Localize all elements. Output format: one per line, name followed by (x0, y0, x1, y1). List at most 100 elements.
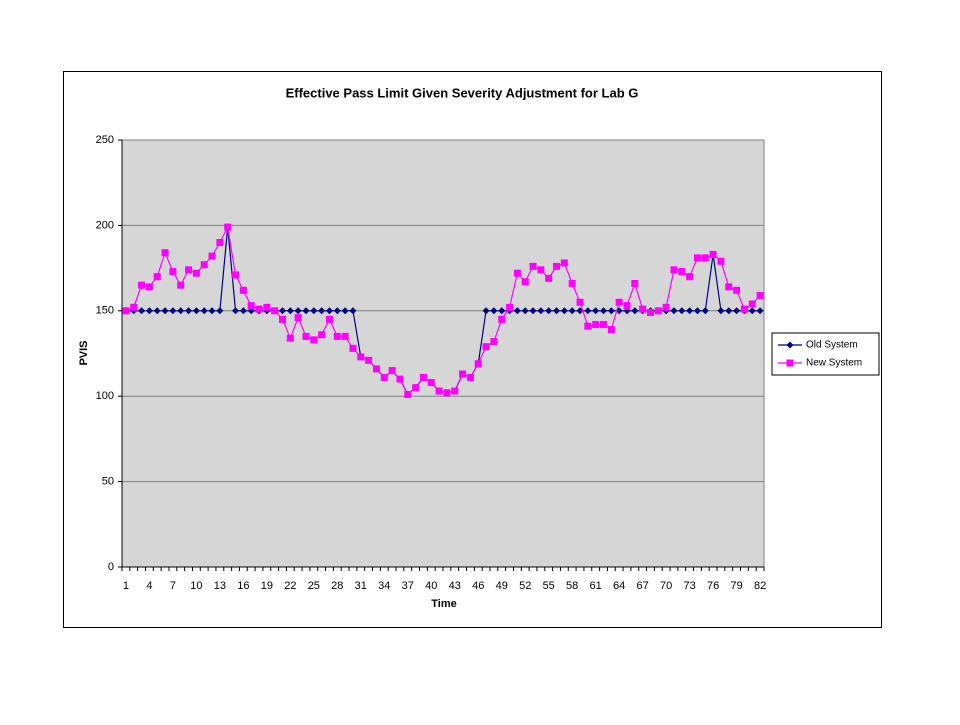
x-tick-label: 16 (237, 580, 249, 592)
x-tick-label: 13 (214, 580, 226, 592)
data-point (349, 307, 357, 315)
data-point (733, 307, 741, 315)
data-point (200, 307, 208, 315)
data-point (357, 353, 365, 361)
x-tick-label: 64 (613, 580, 625, 592)
data-point (537, 266, 545, 274)
x-tick-label: 4 (146, 580, 152, 592)
data-point (333, 332, 341, 340)
data-point (208, 252, 216, 260)
data-point (286, 307, 294, 315)
data-point (325, 307, 333, 315)
data-point (725, 283, 733, 291)
data-point (349, 344, 357, 352)
data-point (224, 223, 232, 231)
data-point (701, 307, 709, 315)
data-point (592, 320, 600, 328)
x-tick-label: 79 (730, 580, 742, 592)
data-point (239, 307, 247, 315)
data-point (678, 307, 686, 315)
data-point (513, 307, 521, 315)
data-point (192, 269, 200, 277)
data-point (380, 373, 388, 381)
data-point (600, 307, 607, 315)
x-tick-label: 73 (683, 580, 695, 592)
data-point (693, 307, 701, 315)
x-tick-label: 49 (496, 580, 508, 592)
chart-title: Effective Pass Limit Given Severity Adju… (286, 85, 639, 100)
data-point (686, 273, 694, 281)
data-point (247, 302, 255, 310)
data-point (318, 307, 326, 315)
data-point (717, 257, 725, 265)
x-tick-label: 76 (707, 580, 719, 592)
x-axis-title: Time (431, 598, 456, 610)
data-point (631, 307, 639, 315)
data-point (216, 307, 224, 315)
data-point (459, 370, 467, 378)
data-point (670, 266, 678, 274)
data-point (686, 307, 694, 315)
data-point (365, 356, 373, 364)
data-point (302, 307, 310, 315)
data-point (153, 307, 161, 315)
x-tick-label: 10 (190, 580, 202, 592)
y-tick-label: 250 (96, 134, 114, 146)
x-tick-label: 19 (261, 580, 273, 592)
data-point (560, 259, 568, 267)
data-point (639, 305, 647, 313)
data-point (553, 262, 561, 270)
data-point (584, 322, 592, 330)
data-point (545, 274, 553, 282)
data-point (733, 286, 741, 294)
data-point (443, 389, 451, 397)
data-point (498, 307, 506, 315)
data-point (169, 307, 177, 315)
data-point (318, 331, 326, 339)
data-point (623, 302, 631, 310)
data-point (333, 307, 341, 315)
data-point (279, 315, 286, 323)
data-point (701, 254, 709, 262)
data-point (693, 254, 701, 262)
data-point (412, 384, 420, 392)
data-point (208, 307, 216, 315)
data-point (404, 390, 412, 398)
data-point (138, 281, 146, 289)
data-point (130, 303, 138, 311)
data-point (670, 307, 678, 315)
data-point (388, 367, 396, 375)
data-point (513, 269, 521, 277)
data-point (756, 307, 764, 315)
data-point (153, 273, 161, 281)
x-tick-label: 67 (637, 580, 649, 592)
data-point (725, 307, 733, 315)
data-point (537, 307, 545, 315)
y-axis-title: PVIS (78, 340, 90, 365)
data-point (138, 307, 146, 315)
data-point (192, 307, 200, 315)
x-tick-label: 31 (355, 580, 367, 592)
data-point (396, 375, 404, 383)
data-point (474, 360, 482, 368)
data-point (748, 307, 756, 315)
legend-marker (786, 341, 794, 349)
y-tick-label: 100 (96, 390, 114, 402)
data-point (568, 307, 576, 315)
data-point (756, 291, 764, 299)
x-tick-label: 55 (543, 580, 555, 592)
data-point (435, 387, 443, 395)
data-point (521, 278, 529, 286)
x-tick-label: 37 (402, 580, 414, 592)
x-tick-label: 28 (331, 580, 343, 592)
data-point (662, 303, 670, 311)
data-point (545, 307, 553, 315)
data-point (740, 305, 748, 313)
y-tick-label: 50 (102, 476, 114, 488)
data-point (161, 307, 169, 315)
x-tick-label: 7 (170, 580, 176, 592)
data-point (600, 320, 607, 328)
data-point (310, 307, 318, 315)
data-point (654, 307, 662, 315)
